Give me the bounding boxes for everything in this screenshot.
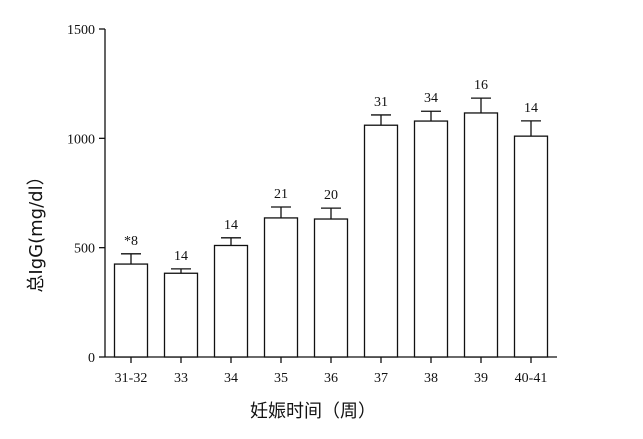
- bar-40-41: [513, 135, 549, 358]
- bar-label-38: 34: [424, 91, 438, 106]
- y-tick-label-500: 500: [74, 242, 95, 257]
- bar-label-35: 21: [274, 187, 288, 202]
- y-axis-title: 总IgG(mg/dl）: [26, 167, 47, 292]
- bar-label-37: 31: [374, 95, 388, 110]
- bar-37: [363, 124, 399, 358]
- y-tick-label-0: 0: [88, 351, 95, 366]
- bar-39: [463, 112, 499, 358]
- x-tick-label-39: 39: [474, 371, 488, 386]
- y-tick-label-1000: 1000: [67, 132, 95, 147]
- x-tick-label-31-32: 31-32: [115, 371, 148, 386]
- bar-label-34: 14: [224, 218, 238, 233]
- x-tick-label-36: 36: [324, 371, 338, 386]
- x-tick-label-38: 38: [424, 371, 438, 386]
- x-tick-label-37: 37: [374, 371, 388, 386]
- bar-31-32: [113, 263, 149, 358]
- bar-35: [263, 217, 299, 358]
- bar-label-40-41: 14: [524, 101, 538, 116]
- y-tick-label-1500: 1500: [67, 23, 95, 38]
- bar-34: [213, 244, 249, 358]
- bar-label-36: 20: [324, 188, 338, 203]
- bar-label-31-32: *8: [124, 234, 138, 249]
- x-tick-label-33: 33: [174, 371, 188, 386]
- bar-38: [413, 120, 449, 358]
- bar-33: [163, 272, 199, 358]
- x-tick-label-35: 35: [274, 371, 288, 386]
- bar-label-33: 14: [174, 249, 188, 264]
- bar-label-39: 16: [474, 78, 488, 93]
- x-axis-title: 妊娠时间（周）: [250, 401, 376, 422]
- x-tick-label-40-41: 40-41: [515, 371, 548, 386]
- x-tick-label-34: 34: [224, 371, 238, 386]
- bar-36: [313, 218, 349, 358]
